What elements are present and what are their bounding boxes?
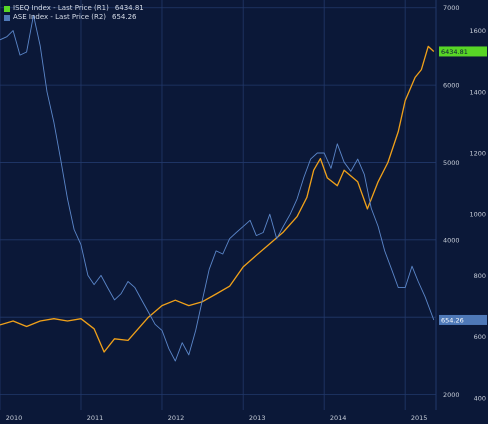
y-right-tick-1600: 1600: [469, 27, 486, 35]
grid: [0, 0, 437, 410]
y-left-tick-4000: 4000: [443, 236, 460, 244]
y-left-tick-2000: 2000: [443, 391, 460, 399]
y-right-tick-1200: 1200: [469, 149, 486, 157]
last-value-badges: 6434.81 654.26: [439, 46, 487, 325]
legend: ISEQ Index - Last Price (R1) 6434.81 ASE…: [4, 4, 144, 22]
legend-swatch-ase: [4, 14, 10, 21]
x-tick-2012: 2012: [168, 414, 185, 422]
last-value-badge-ase: [439, 314, 487, 325]
series-lines: [0, 14, 435, 362]
legend-label-ase: ASE Index - Last Price (R2): [13, 13, 107, 21]
y-right-tick-1000: 1000: [469, 211, 486, 219]
legend-label-iseq: ISEQ Index - Last Price (R1): [13, 4, 109, 12]
x-tick-2014: 2014: [330, 414, 347, 422]
legend-swatch-iseq: [4, 5, 10, 12]
y-right-tick-800: 800: [474, 272, 486, 280]
x-tick-2011: 2011: [87, 414, 104, 422]
x-tick-2015: 2015: [411, 414, 428, 422]
y-left-tick-7000: 7000: [443, 4, 460, 12]
series-line-iseq: [0, 45, 435, 353]
last-value-text-ase: 654.26: [441, 316, 464, 324]
x-tick-2013: 2013: [249, 414, 266, 422]
y-right-tick-400: 400: [474, 394, 486, 402]
y-right-tick-600: 600: [474, 333, 486, 341]
last-value-text-iseq: 6434.81: [441, 48, 468, 56]
y-left-tick-6000: 6000: [443, 82, 460, 90]
tick-labels: 2010201120122013201420152000300040005000…: [6, 4, 486, 422]
legend-entry-ase: ASE Index - Last Price (R2) 654.26: [4, 13, 144, 22]
series-line-ase: [0, 14, 435, 362]
last-value-badge-iseq: [439, 46, 487, 57]
legend-entry-iseq: ISEQ Index - Last Price (R1) 6434.81: [4, 4, 144, 13]
legend-value-iseq: 6434.81: [114, 4, 144, 12]
y-left-tick-5000: 5000: [443, 159, 460, 167]
x-tick-2010: 2010: [6, 414, 23, 422]
legend-value-ase: 654.26: [112, 13, 137, 21]
y-right-tick-1400: 1400: [469, 88, 486, 96]
